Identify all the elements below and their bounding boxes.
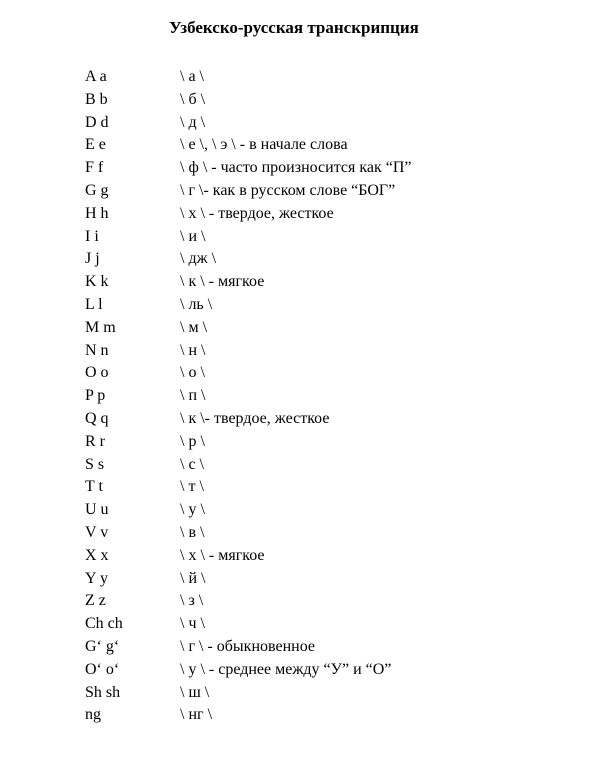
- latin-letter: R r: [85, 431, 180, 454]
- table-row: Ch ch\ ч \: [85, 613, 412, 636]
- latin-letter: J j: [85, 248, 180, 271]
- latin-letter: D d: [85, 112, 180, 135]
- transcription-value: \ х \ - твердое, жесткое: [180, 203, 412, 226]
- table-row: R r\ р \: [85, 431, 412, 454]
- latin-letter: G‘ g‘: [85, 636, 180, 659]
- transcription-value: \ й \: [180, 568, 412, 591]
- table-row: N n\ н \: [85, 340, 412, 363]
- latin-letter: Ch ch: [85, 613, 180, 636]
- transcription-value: \ х \ - мягкое: [180, 545, 412, 568]
- transcription-value: \ е \, \ э \ - в начале слова: [180, 134, 412, 157]
- table-row: G‘ g‘\ г \ - обыкновенное: [85, 636, 412, 659]
- table-row: L l\ ль \: [85, 294, 412, 317]
- transcription-document: Узбекско-русская транскрипция A a\ а \B …: [0, 0, 598, 727]
- transcription-value: \ дж \: [180, 248, 412, 271]
- latin-letter: A a: [85, 66, 180, 89]
- transcription-value: \ т \: [180, 476, 412, 499]
- transcription-value: \ б \: [180, 89, 412, 112]
- table-row: ng\ нг \: [85, 704, 412, 727]
- transcription-value: \ м \: [180, 317, 412, 340]
- table-row: F f\ ф \ - часто произносится как “П”: [85, 157, 412, 180]
- transcription-value: \ и \: [180, 226, 412, 249]
- table-row: Z z\ з \: [85, 590, 412, 613]
- table-row: D d\ д \: [85, 112, 412, 135]
- transcription-value: \ р \: [180, 431, 412, 454]
- transcription-value: \ г \- как в русском слове “БОГ”: [180, 180, 412, 203]
- latin-letter: Z z: [85, 590, 180, 613]
- table-row: G g\ г \- как в русском слове “БОГ”: [85, 180, 412, 203]
- latin-letter: U u: [85, 499, 180, 522]
- table-row: X x\ х \ - мягкое: [85, 545, 412, 568]
- latin-letter: L l: [85, 294, 180, 317]
- transcription-value: \ к \ - мягкое: [180, 271, 412, 294]
- latin-letter: I i: [85, 226, 180, 249]
- latin-letter: Q q: [85, 408, 180, 431]
- transcription-value: \ нг \: [180, 704, 412, 727]
- table-row: E e\ е \, \ э \ - в начале слова: [85, 134, 412, 157]
- transcription-value: \ с \: [180, 454, 412, 477]
- table-row: I i\ и \: [85, 226, 412, 249]
- latin-letter: P p: [85, 385, 180, 408]
- transcription-value: \ г \ - обыкновенное: [180, 636, 412, 659]
- table-row: A a\ а \: [85, 66, 412, 89]
- latin-letter: F f: [85, 157, 180, 180]
- latin-letter: Y y: [85, 568, 180, 591]
- table-row: K k\ к \ - мягкое: [85, 271, 412, 294]
- latin-letter: T t: [85, 476, 180, 499]
- transcription-value: \ д \: [180, 112, 412, 135]
- transcription-value: \ п \: [180, 385, 412, 408]
- table-row: O‘ o‘\ у \ - среднее между “У” и “О”: [85, 659, 412, 682]
- latin-letter: ng: [85, 704, 180, 727]
- transcription-value: \ ф \ - часто произносится как “П”: [180, 157, 412, 180]
- table-row: Q q\ к \- твердое, жесткое: [85, 408, 412, 431]
- table-row: B b\ б \: [85, 89, 412, 112]
- table-row: H h\ х \ - твердое, жесткое: [85, 203, 412, 226]
- transcription-value: \ а \: [180, 66, 412, 89]
- latin-letter: B b: [85, 89, 180, 112]
- table-row: Y y\ й \: [85, 568, 412, 591]
- latin-letter: N n: [85, 340, 180, 363]
- latin-letter: K k: [85, 271, 180, 294]
- latin-letter: Sh sh: [85, 682, 180, 705]
- latin-letter: O o: [85, 362, 180, 385]
- transcription-value: \ з \: [180, 590, 412, 613]
- table-row: S s\ с \: [85, 454, 412, 477]
- latin-letter: H h: [85, 203, 180, 226]
- table-row: Sh sh\ ш \: [85, 682, 412, 705]
- page-title: Узбекско-русская транскрипция: [25, 18, 563, 38]
- transcription-value: \ ль \: [180, 294, 412, 317]
- table-row: V v\ в \: [85, 522, 412, 545]
- transcription-value: \ к \- твердое, жесткое: [180, 408, 412, 431]
- table-row: T t\ т \: [85, 476, 412, 499]
- latin-letter: E e: [85, 134, 180, 157]
- table-row: O o\ о \: [85, 362, 412, 385]
- transcription-value: \ у \ - среднее между “У” и “О”: [180, 659, 412, 682]
- table-row: M m\ м \: [85, 317, 412, 340]
- transcription-table: A a\ а \B b\ б \D d\ д \E e\ е \, \ э \ …: [85, 66, 412, 727]
- transcription-value: \ ш \: [180, 682, 412, 705]
- table-row: U u\ у \: [85, 499, 412, 522]
- latin-letter: O‘ o‘: [85, 659, 180, 682]
- transcription-value: \ в \: [180, 522, 412, 545]
- transcription-value: \ ч \: [180, 613, 412, 636]
- latin-letter: X x: [85, 545, 180, 568]
- table-row: J j\ дж \: [85, 248, 412, 271]
- table-row: P p\ п \: [85, 385, 412, 408]
- transcription-value: \ н \: [180, 340, 412, 363]
- transcription-value: \ у \: [180, 499, 412, 522]
- latin-letter: G g: [85, 180, 180, 203]
- transcription-value: \ о \: [180, 362, 412, 385]
- latin-letter: M m: [85, 317, 180, 340]
- latin-letter: S s: [85, 454, 180, 477]
- latin-letter: V v: [85, 522, 180, 545]
